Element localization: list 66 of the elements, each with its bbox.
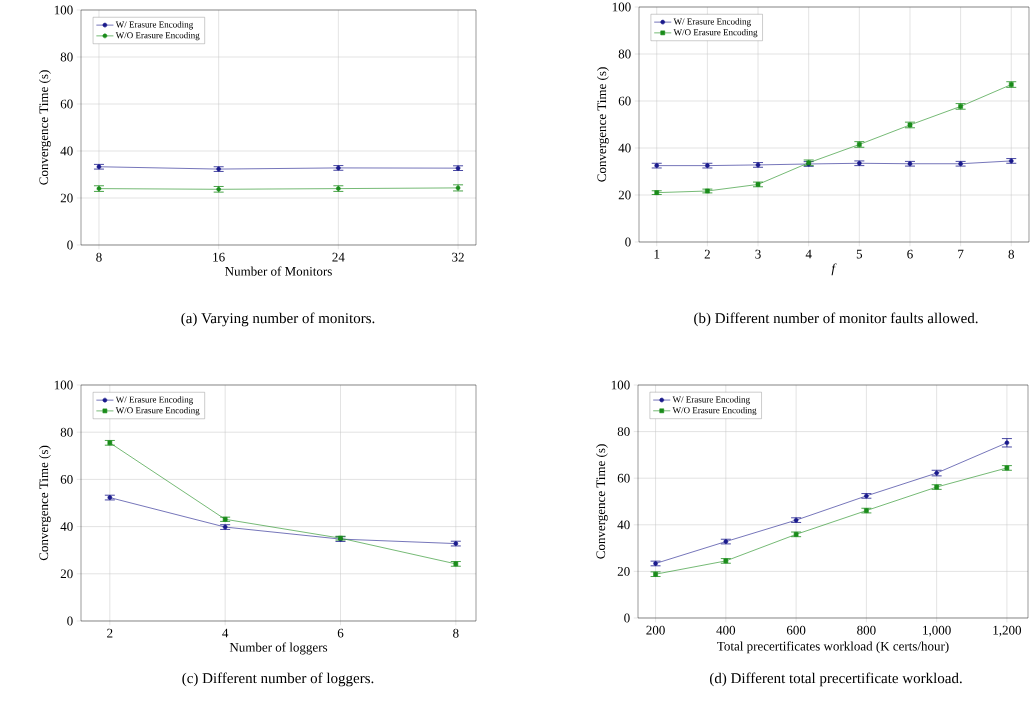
x-tick-label: 4 — [222, 628, 229, 638]
legend-label: W/ Erasure Encoding — [672, 396, 750, 405]
y-tick-label: 60 — [618, 96, 631, 106]
y-axis-title: Convergence Time (s) — [597, 67, 609, 182]
x-tick-label: 8 — [96, 252, 102, 262]
x-tick-label: 600 — [786, 625, 806, 635]
text: (a) Varying number of monitors. — [181, 312, 375, 327]
legend-label: W/O Erasure Encoding — [115, 407, 200, 416]
x-tick-label: 24 — [332, 252, 345, 262]
text: (d) Different total precertificate workload. — [709, 672, 962, 687]
y-tick-label: 80 — [618, 49, 631, 59]
y-axis-title: Convergence Time (s) — [39, 70, 51, 185]
legend-label: W/O Erasure Encoding — [673, 29, 758, 38]
y-tick-label: 20 — [60, 193, 73, 203]
y-tick-label: 20 — [618, 190, 631, 200]
y-tick-label: 60 — [617, 473, 630, 483]
y-tick-label: 0 — [67, 616, 73, 626]
y-tick-label: 100 — [611, 380, 630, 390]
text: (c) Different number of loggers. — [182, 672, 374, 687]
y-tick-label: 100 — [54, 380, 73, 390]
x-tick-label: 1 — [654, 249, 660, 259]
y-tick-label: 0 — [625, 237, 631, 247]
y-tick-label: 80 — [60, 52, 73, 62]
y-tick-label: 80 — [60, 427, 73, 437]
text: (b) Different number of monitor faults allowed. — [694, 312, 978, 327]
x-tick-label: 6 — [907, 249, 913, 259]
y-tick-label: 0 — [67, 240, 73, 250]
legend-label: W/ Erasure Encoding — [115, 396, 194, 405]
x-axis-title: f — [831, 263, 837, 276]
x-tick-label: 1,200 — [993, 625, 1022, 637]
y-tick-label: 80 — [617, 427, 630, 436]
legend-label: W/ Erasure Encoding — [115, 21, 194, 30]
x-axis-title: Total precertificates workload (K certs/hour) — [717, 641, 949, 654]
y-tick-label: 20 — [617, 567, 630, 576]
legend-label: W/ Erasure Encoding — [673, 18, 751, 27]
x-tick-label: 400 — [716, 625, 736, 635]
y-tick-label: 60 — [60, 475, 73, 484]
y-tick-label: 100 — [54, 5, 73, 15]
x-tick-label: 16 — [213, 252, 225, 262]
x-tick-label: 5 — [856, 249, 863, 259]
y-tick-label: 100 — [612, 2, 631, 12]
y-tick-label: 60 — [60, 99, 73, 109]
x-tick-label: 7 — [958, 249, 964, 259]
x-tick-label: 1,000 — [923, 625, 951, 637]
x-tick-label: 8 — [453, 628, 459, 638]
x-tick-label: 200 — [646, 625, 665, 635]
y-tick-label: 40 — [60, 146, 73, 156]
y-tick-label: 0 — [624, 613, 630, 623]
x-axis-title: Number of loggers — [229, 642, 328, 655]
x-tick-label: 6 — [337, 628, 344, 638]
y-tick-label: 40 — [60, 522, 73, 531]
y-tick-label: 40 — [618, 143, 631, 153]
x-tick-label: 2 — [704, 249, 710, 259]
x-tick-label: 800 — [857, 625, 876, 635]
y-axis-title: Convergence Time (s) — [596, 444, 608, 559]
x-tick-label: 4 — [805, 249, 812, 259]
legend-label: W/O Erasure Encoding — [672, 406, 757, 416]
x-axis-title: Number of Monitors — [225, 266, 332, 276]
x-tick-label: 8 — [1008, 249, 1015, 259]
y-tick-label: 40 — [617, 520, 630, 530]
legend-label: W/O Erasure Encoding — [115, 32, 200, 41]
x-tick-label: 2 — [107, 628, 113, 638]
y-tick-label: 20 — [60, 569, 73, 579]
y-axis-title: Convergence Time (s) — [39, 445, 51, 561]
x-tick-label: 32 — [452, 252, 464, 262]
x-tick-label: 3 — [755, 249, 761, 259]
